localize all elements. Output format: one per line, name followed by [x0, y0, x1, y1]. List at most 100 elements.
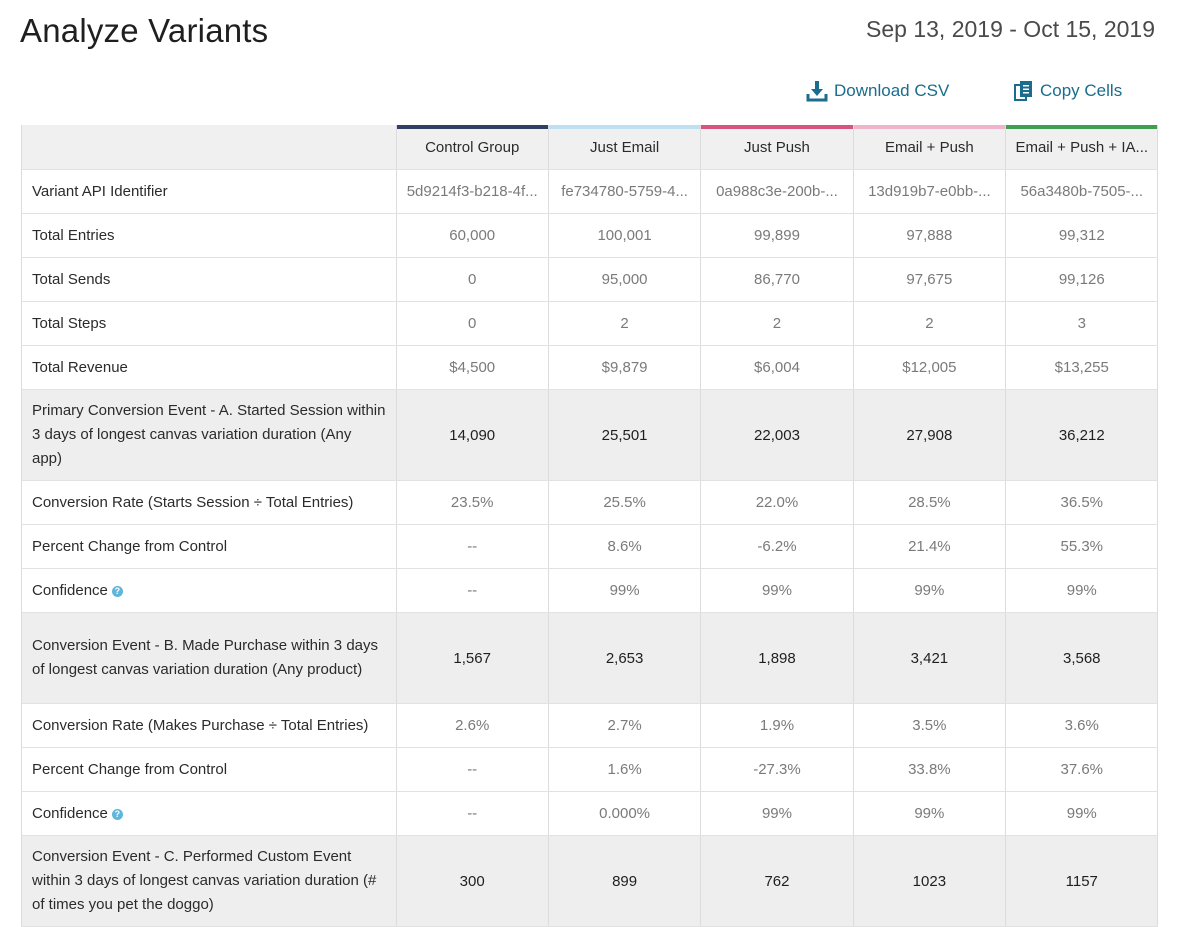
variant-color-bar	[853, 125, 1005, 129]
table-cell: 2	[548, 301, 702, 346]
download-csv-label: Download CSV	[834, 81, 950, 100]
table-row: Total Entries 60,000 100,001 99,899 97,888 99…	[22, 213, 1159, 258]
table-row: Percent Change from Control -- 1.6% -27.3% 3…	[22, 747, 1159, 792]
table-cell: 99%	[853, 568, 1007, 613]
table-row: Confidence? -- 99% 99% 99% 99%	[22, 568, 1159, 613]
download-csv-button[interactable]: Download CSV	[806, 80, 949, 102]
table-cell: 99%	[700, 568, 854, 613]
row-label: Conversion Rate (Makes Purchase ÷ Total …	[22, 703, 397, 748]
table-cell: 3,421	[853, 612, 1007, 704]
row-label: Variant API Identifier	[22, 169, 397, 214]
table-cell: 99,899	[700, 213, 854, 258]
column-header[interactable]: Just Push	[700, 125, 854, 170]
copy-cells-button[interactable]: Copy Cells	[1014, 80, 1122, 102]
row-label: Conversion Event - B. Made Purchase with…	[22, 612, 397, 704]
table-cell: 22,003	[700, 389, 854, 481]
table-cell: --	[396, 747, 549, 792]
table-cell: 60,000	[396, 213, 549, 258]
column-header[interactable]: Email + Push + IA...	[1005, 125, 1159, 170]
table-cell: 8.6%	[548, 524, 702, 569]
table-cell: 300	[396, 835, 549, 927]
column-header[interactable]: Control Group	[396, 125, 549, 170]
table-row: Conversion Event - C. Performed Custom E…	[22, 835, 1159, 927]
table-cell: $12,005	[853, 345, 1007, 390]
row-label: Confidence?	[22, 791, 397, 836]
table-cell: 0a988c3e-200b-...	[700, 169, 854, 214]
table-cell: 2.7%	[548, 703, 702, 748]
table-cell: 55.3%	[1005, 524, 1159, 569]
variant-color-bar	[701, 125, 853, 129]
row-label: Total Revenue	[22, 345, 397, 390]
table-cell: 13d919b7-e0bb-...	[853, 169, 1007, 214]
header: Analyze Variants Sep 13, 2019 - Oct 15, …	[0, 0, 1179, 60]
date-range[interactable]: Sep 13, 2019 - Oct 15, 2019	[866, 16, 1155, 42]
table-cell: 99%	[548, 568, 702, 613]
table-cell: 2	[700, 301, 854, 346]
table-cell: 33.8%	[853, 747, 1007, 792]
table-cell: 22.0%	[700, 480, 854, 525]
table-cell: 3	[1005, 301, 1159, 346]
table-cell: 99,312	[1005, 213, 1159, 258]
table-row: Conversion Rate (Makes Purchase ÷ Total …	[22, 703, 1159, 748]
table-cell: 23.5%	[396, 480, 549, 525]
table-cell: 99%	[700, 791, 854, 836]
table-cell: --	[396, 791, 549, 836]
table-cell: --	[396, 568, 549, 613]
column-header[interactable]: Just Email	[548, 125, 702, 170]
table-cell: 25.5%	[548, 480, 702, 525]
table-row: Percent Change from Control -- 8.6% -6.2% 21…	[22, 524, 1159, 569]
table-cell: 2.6%	[396, 703, 549, 748]
row-label: Percent Change from Control	[22, 747, 397, 792]
table-cell: 37.6%	[1005, 747, 1159, 792]
variant-color-bar	[396, 125, 548, 129]
table-cell: 36,212	[1005, 389, 1159, 481]
table-cell: 25,501	[548, 389, 702, 481]
table-cell: 21.4%	[853, 524, 1007, 569]
table-cell: -6.2%	[700, 524, 854, 569]
table-cell: 3.5%	[853, 703, 1007, 748]
table-cell: fe734780-5759-4...	[548, 169, 702, 214]
table-cell: 2,653	[548, 612, 702, 704]
table-cell: --	[396, 524, 549, 569]
table-cell: 99%	[1005, 568, 1159, 613]
row-label: Confidence?	[22, 568, 397, 613]
table-cell: 99%	[853, 791, 1007, 836]
table-cell: $4,500	[396, 345, 549, 390]
table-cell: 1.6%	[548, 747, 702, 792]
help-icon[interactable]: ?	[111, 586, 123, 597]
table-cell: 1,898	[700, 612, 854, 704]
table-cell: 56a3480b-7505-...	[1005, 169, 1159, 214]
table-cell: 99%	[1005, 791, 1159, 836]
table-cell: 14,090	[396, 389, 549, 481]
table-cell: 3.6%	[1005, 703, 1159, 748]
table-cell: 0	[396, 301, 549, 346]
table-row: Total Sends 0 95,000 86,770 97,675 99,126	[22, 257, 1159, 302]
table-cell: $13,255	[1005, 345, 1159, 390]
table-cell: 99,126	[1005, 257, 1159, 302]
table-cell: 2	[853, 301, 1007, 346]
variant-color-bar	[1006, 125, 1157, 129]
table-cell: 97,888	[853, 213, 1007, 258]
table-row: Conversion Rate (Starts Session ÷ Total …	[22, 480, 1159, 525]
variants-table: Control Group Just Email Just Push Email…	[21, 125, 1159, 927]
row-label: Total Entries	[22, 213, 397, 258]
table-row: Primary Conversion Event - A. Started Se…	[22, 389, 1159, 481]
table-cell: 27,908	[853, 389, 1007, 481]
row-label: Primary Conversion Event - A. Started Se…	[22, 389, 397, 481]
table-cell: 1023	[853, 835, 1007, 927]
table-row: Variant API Identifier 5d9214f3-b218-4f..…	[22, 169, 1159, 214]
table-cell: 1157	[1005, 835, 1159, 927]
header-corner	[22, 125, 397, 170]
table-cell: 1.9%	[700, 703, 854, 748]
page-title: Analyze Variants	[20, 12, 269, 49]
column-header[interactable]: Email + Push	[853, 125, 1007, 170]
row-label: Total Steps	[22, 301, 397, 346]
row-label: Conversion Rate (Starts Session ÷ Total …	[22, 480, 397, 525]
table-cell: 5d9214f3-b218-4f...	[396, 169, 549, 214]
help-icon[interactable]: ?	[111, 809, 123, 820]
row-label: Total Sends	[22, 257, 397, 302]
table-actions: Download CSV Copy Cells	[0, 78, 1179, 108]
table-row: Total Revenue $4,500 $9,879 $6,004 $12,005 $1…	[22, 345, 1159, 390]
row-label: Conversion Event - C. Performed Custom E…	[22, 835, 397, 927]
table-cell: 100,001	[548, 213, 702, 258]
